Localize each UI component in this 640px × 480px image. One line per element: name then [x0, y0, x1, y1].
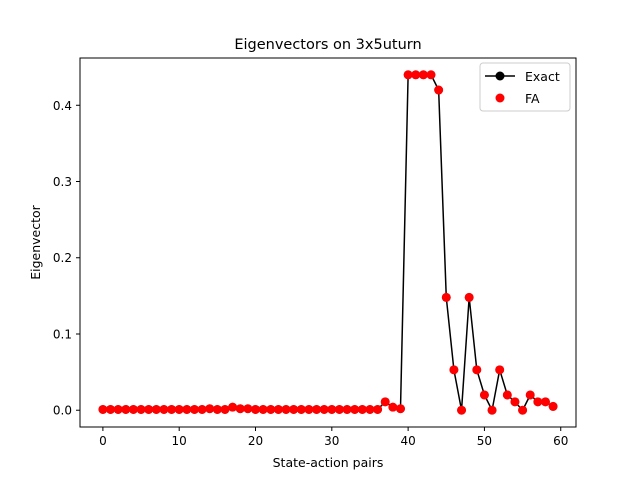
x-tick-label: 30 [324, 434, 339, 448]
data-point-fa [319, 404, 329, 414]
data-point-fa [373, 404, 383, 414]
data-point-fa [235, 404, 245, 414]
data-point-fa [151, 404, 161, 414]
data-point-fa [457, 405, 467, 415]
data-point-fa [296, 404, 306, 414]
x-tick-label: 0 [99, 434, 107, 448]
data-point-fa [510, 397, 520, 407]
x-tick-label: 50 [477, 434, 492, 448]
data-point-fa [106, 404, 116, 414]
data-point-fa [258, 404, 268, 414]
data-point-fa [281, 404, 291, 414]
data-point-fa [388, 402, 398, 412]
x-axis: 0 10 20 30 40 50 60 [99, 427, 568, 448]
data-point-fa [212, 404, 222, 414]
data-point-fa [98, 404, 108, 414]
data-point-fa [441, 292, 451, 302]
data-point-fa [350, 404, 360, 414]
data-point-fa [189, 404, 199, 414]
legend-fa-marker [495, 93, 505, 103]
data-point-fa [228, 402, 238, 412]
y-tick-label: 0.3 [53, 175, 72, 189]
data-point-fa [167, 404, 177, 414]
data-point-fa [487, 405, 497, 415]
data-point-fa [121, 404, 131, 414]
data-point-fa [518, 405, 528, 415]
x-tick-label: 40 [400, 434, 415, 448]
data-point-fa [357, 404, 367, 414]
data-point-fa [113, 404, 123, 414]
data-point-fa [342, 404, 352, 414]
legend-fa-label: FA [525, 91, 540, 106]
data-point-fa [312, 404, 322, 414]
data-point-fa [243, 404, 253, 414]
data-point-fa [128, 404, 138, 414]
legend: Exact FA [479, 62, 571, 112]
data-point-fa [144, 404, 154, 414]
data-point-fa [525, 390, 535, 400]
data-point-fa [449, 365, 459, 375]
y-axis: 0.0 0.1 0.2 0.3 0.4 [53, 99, 80, 418]
y-tick-label: 0.4 [53, 99, 72, 113]
data-point-fa [403, 70, 413, 80]
data-point-fa [540, 397, 550, 407]
data-point-fa [479, 390, 489, 400]
data-point-fa [220, 404, 230, 414]
data-point-fa [182, 404, 192, 414]
data-point-fa [251, 404, 261, 414]
data-point-fa [197, 404, 207, 414]
marker-layer [98, 70, 558, 415]
x-axis-label: State-action pairs [273, 455, 384, 470]
y-tick-label: 0.0 [53, 404, 72, 418]
data-point-fa [472, 365, 482, 375]
data-point-fa [334, 404, 344, 414]
y-axis-label: Eigenvector [28, 204, 43, 279]
data-point-fa [395, 404, 405, 414]
data-point-fa [502, 390, 512, 400]
plot-frame [79, 57, 577, 428]
y-tick-label: 0.1 [53, 327, 72, 341]
chart-title: Eigenvectors on 3x5uturn [234, 37, 421, 53]
data-point-fa [266, 404, 276, 414]
data-point-fa [136, 404, 146, 414]
data-point-fa [365, 404, 375, 414]
data-point-fa [327, 404, 337, 414]
data-point-fa [434, 85, 444, 95]
data-point-fa [273, 404, 283, 414]
legend-exact-marker [495, 71, 505, 81]
x-tick-label: 10 [172, 434, 187, 448]
data-point-fa [495, 365, 505, 375]
data-point-fa [411, 70, 421, 80]
data-point-fa [289, 404, 299, 414]
data-point-fa [418, 70, 428, 80]
data-point-fa [174, 404, 184, 414]
data-point-fa [304, 404, 314, 414]
data-point-fa [159, 404, 169, 414]
data-point-fa [205, 404, 215, 414]
y-tick-label: 0.2 [53, 251, 72, 265]
data-point-fa [464, 292, 474, 302]
x-tick-label: 20 [248, 434, 263, 448]
data-point-fa [426, 70, 436, 80]
data-point-fa [380, 397, 390, 407]
legend-exact-label: Exact [525, 69, 560, 84]
data-point-fa [548, 401, 558, 411]
x-tick-label: 60 [553, 434, 568, 448]
data-point-fa [533, 397, 543, 407]
